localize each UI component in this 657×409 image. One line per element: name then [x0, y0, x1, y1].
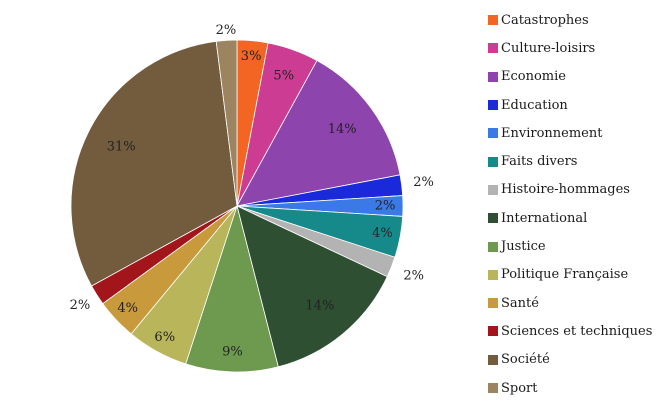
data-label-catastrophes: 3%	[241, 49, 262, 64]
legend-label: Sciences et techniques	[501, 323, 653, 339]
legend-swatch	[488, 15, 498, 26]
legend-swatch	[488, 71, 498, 82]
slice-economie	[236, 59, 401, 207]
legend-swatch	[488, 100, 498, 111]
legend-swatch	[488, 43, 498, 54]
legend-label: Education	[501, 97, 568, 113]
legend-item-environnement: Environnement	[488, 119, 652, 147]
legend-item-societe: Société	[488, 346, 652, 374]
legend-swatch	[488, 156, 498, 167]
legend-label: International	[501, 210, 588, 226]
legend-swatch	[488, 241, 498, 252]
legend-swatch	[488, 298, 498, 309]
legend-item-sciences-et-techniques: Sciences et techniques	[488, 317, 652, 345]
legend-label: Santé	[501, 295, 539, 311]
legend-label: Catastrophes	[501, 12, 589, 28]
slice-justice	[185, 204, 279, 373]
slice-societe	[70, 40, 238, 287]
legend-item-culture-loisirs: Culture-loisirs	[488, 34, 652, 62]
legend-label: Culture-loisirs	[501, 40, 596, 56]
legend-label: Société	[501, 352, 550, 368]
data-label-international: 14%	[305, 299, 334, 314]
slice-sport	[215, 39, 238, 207]
legend-item-histoire-hommages: Histoire-hommages	[488, 176, 652, 204]
legend-swatch	[488, 128, 498, 139]
legend-swatch	[488, 354, 498, 365]
legend-label: Faits divers	[501, 154, 578, 170]
legend-item-economie: Economie	[488, 63, 652, 91]
legend-swatch	[488, 326, 498, 337]
data-label-education: 2%	[413, 175, 434, 190]
data-label-economie: 14%	[328, 122, 357, 137]
pie-chart: 3% 5% 14% 2% 2% 4% 2% 14% 9% 6% 4% 2% 31% 2%	[70, 23, 434, 373]
legend-label: Histoire-hommages	[501, 182, 630, 198]
data-label-faits-divers: 4%	[372, 226, 393, 241]
legend-item-sport: Sport	[488, 374, 652, 402]
pie-data-labels: 3% 5% 14% 2% 2% 4% 2% 14% 9% 6% 4% 2% 31% 2%	[70, 23, 434, 360]
legend-label: Sport	[501, 380, 538, 396]
slice-international	[236, 205, 388, 368]
legend-item-faits-divers: Faits divers	[488, 147, 652, 175]
legend-swatch	[488, 184, 498, 195]
data-label-justice: 9%	[222, 344, 243, 359]
legend-item-politique-francaise: Politique Française	[488, 261, 652, 289]
legend-item-education: Education	[488, 91, 652, 119]
legend-label: Justice	[501, 239, 546, 255]
legend-item-catastrophes: Catastrophes	[488, 6, 652, 34]
legend-swatch	[488, 383, 498, 393]
data-label-sante: 4%	[117, 301, 138, 316]
legend-label: Environnement	[501, 125, 603, 141]
data-label-environnement: 2%	[375, 199, 396, 214]
pie-slices	[70, 39, 404, 373]
data-label-sport: 2%	[216, 23, 237, 38]
legend-swatch	[488, 269, 498, 280]
data-label-societe: 31%	[107, 139, 136, 154]
legend-label: Politique Française	[501, 267, 629, 283]
data-label-sciences-et-techniques: 2%	[70, 298, 91, 313]
legend-label: Economie	[501, 69, 566, 85]
data-label-histoire-hommages: 2%	[403, 268, 424, 283]
legend-item-international: International	[488, 204, 652, 232]
data-label-culture-loisirs: 5%	[273, 69, 294, 84]
legend: Catastrophes Culture-loisirs Economie Educa…	[488, 6, 652, 402]
legend-item-sante: Santé	[488, 289, 652, 317]
data-label-politique-francaise: 6%	[154, 330, 175, 345]
legend-swatch	[488, 213, 498, 224]
legend-item-justice: Justice	[488, 232, 652, 260]
